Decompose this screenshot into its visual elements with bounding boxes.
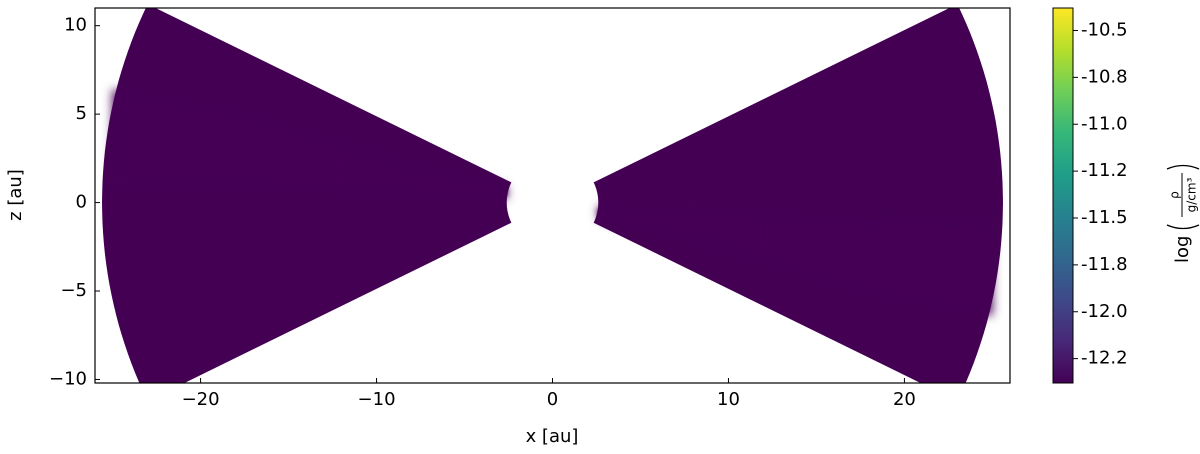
colorbar-tick-label: -12.2 [1081,348,1128,369]
colorbar [1052,7,1074,384]
y-axis-label: z [au] [5,169,26,221]
colorbar-tick-label: -12.0 [1081,301,1128,322]
y-tick-label: −10 [49,368,87,389]
x-tick-label: −20 [182,389,220,410]
colorbar-tick-label: -10.5 [1081,20,1128,41]
disk-core [341,160,507,197]
y-tick-label: −5 [60,280,87,301]
x-tick-label: 0 [547,389,558,410]
colorbar-tick-label: -11.8 [1081,254,1128,275]
x-tick-label: 20 [893,389,916,410]
colorbar-label: log ρ g/cm³ [1166,164,1200,263]
colorbar-tick-label: -11.0 [1081,113,1128,134]
paren-right [1166,164,1200,170]
colorbar-tick-label: -10.8 [1081,66,1128,87]
density-wedge [102,8,512,383]
paren-left [1166,224,1200,230]
disk-core [598,208,764,245]
colorbar-tick-label: -11.5 [1081,207,1128,228]
colorbar-label-denominator: g/cm³ [1185,177,1199,212]
y-tick-label: 10 [64,15,87,36]
y-tick-label: 5 [76,103,87,124]
plot-area [102,8,1003,383]
x-axis-label: x [au] [526,426,579,447]
y-tick-label: 0 [76,192,87,213]
colorbar-tick-label: -11.2 [1081,160,1128,181]
x-tick-label: −10 [358,389,396,410]
density-wedge [593,8,1003,383]
colorbar-label-numerator: ρ [1168,191,1182,199]
x-tick-label: 10 [717,389,740,410]
colorbar-label-prefix: log [1172,236,1193,263]
